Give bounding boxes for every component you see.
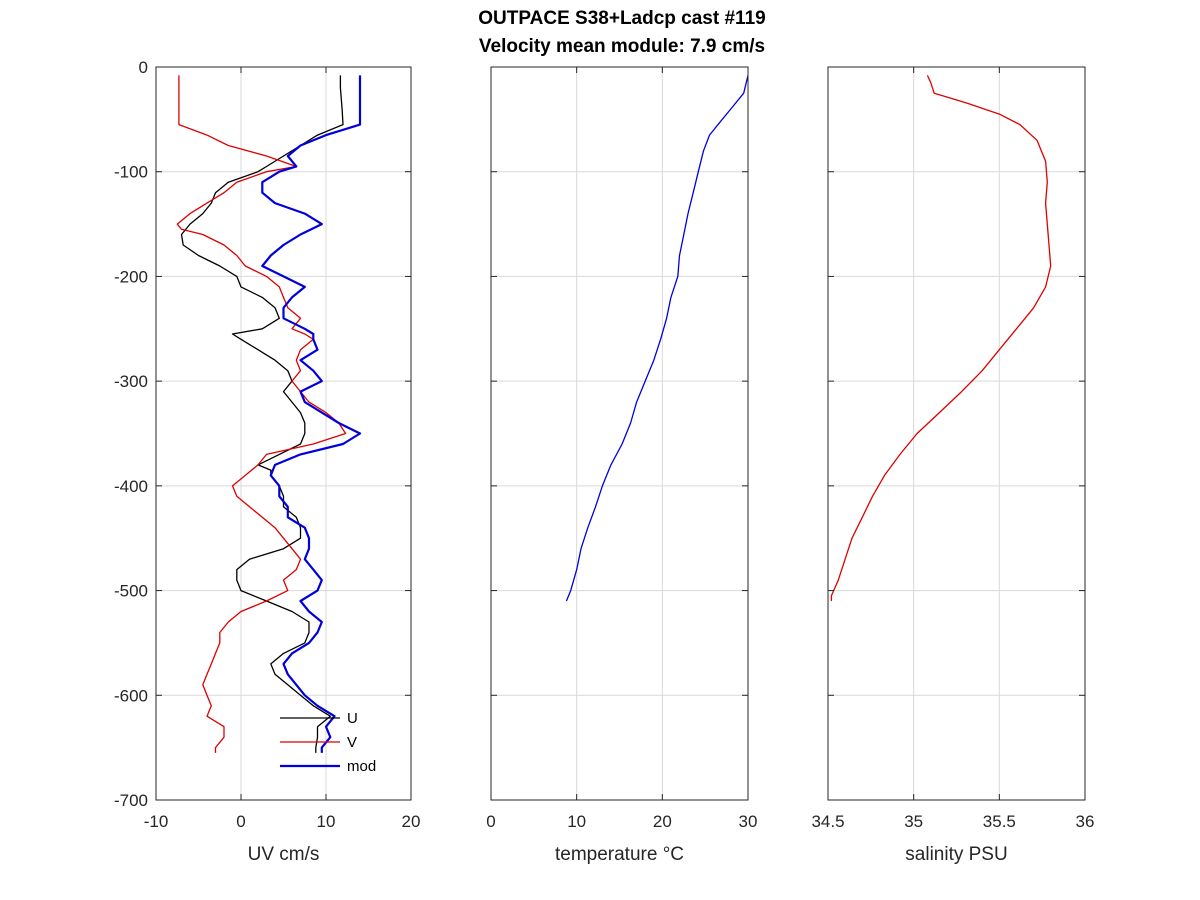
x-axis-label: temperature °C	[555, 844, 684, 865]
x-tick-label: 0	[486, 812, 495, 831]
y-tick-label: -600	[114, 686, 148, 705]
chart-title-line2: Velocity mean module: 7.9 cm/s	[479, 36, 765, 57]
panel-2: 0 10 20 30 temperature °C	[486, 66, 758, 865]
x-tick-label: 36	[1076, 812, 1095, 831]
x-tick-label: 10	[567, 812, 586, 831]
x-tick-label: 0	[236, 812, 245, 831]
x-tick-label: -10	[144, 812, 169, 831]
y-tick-label: -100	[114, 163, 148, 182]
axes-frame	[155, 66, 412, 801]
x-tick-label: 34.5	[811, 812, 844, 831]
series-line-mod	[261, 75, 362, 753]
panels-group: -10 0 10 200-100-200-300-400-500-600-700UV …	[114, 58, 1094, 865]
x-axis-label: salinity PSU	[905, 844, 1007, 865]
chart-title-line1: OUTPACE S38+Ladcp cast #119	[478, 8, 765, 29]
legend-label-v: V	[347, 734, 357, 751]
series-line-u	[180, 75, 344, 753]
legend-label-mod: mod	[347, 758, 376, 775]
x-tick-label: 20	[402, 812, 421, 831]
axes-frame	[827, 66, 1086, 801]
y-tick-label: -400	[114, 477, 148, 496]
y-tick-label: -500	[114, 582, 148, 601]
axes-frame	[490, 66, 749, 801]
x-tick-label: 20	[653, 812, 672, 831]
y-tick-label: -200	[114, 267, 148, 286]
legend-label-u: U	[347, 710, 358, 727]
series-line-v	[176, 75, 347, 753]
y-tick-label: 0	[139, 58, 148, 77]
x-tick-label: 30	[739, 812, 758, 831]
x-axis-label: UV cm/s	[248, 844, 320, 865]
series-line-p3-1	[830, 75, 1052, 601]
y-tick-label: -300	[114, 372, 148, 391]
series-line-p2-1	[565, 75, 748, 602]
panel-1: -10 0 10 200-100-200-300-400-500-600-700UV …	[114, 58, 420, 865]
y-tick-label: -700	[114, 791, 148, 810]
x-tick-label: 35	[904, 812, 923, 831]
x-tick-label: 35.5	[983, 812, 1016, 831]
panel-3: 34.5 35 35.5 36 salinity PSU	[811, 66, 1095, 865]
x-tick-label: 10	[317, 812, 336, 831]
